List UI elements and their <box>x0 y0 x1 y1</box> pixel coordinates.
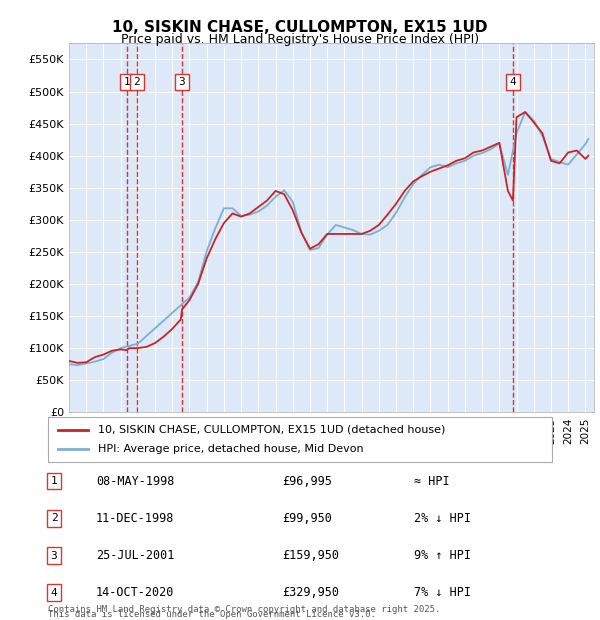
Text: 2: 2 <box>50 513 58 523</box>
Text: Contains HM Land Registry data © Crown copyright and database right 2025.: Contains HM Land Registry data © Crown c… <box>48 604 440 614</box>
Text: £96,995: £96,995 <box>282 475 332 487</box>
Text: 25-JUL-2001: 25-JUL-2001 <box>96 549 175 562</box>
Text: 7% ↓ HPI: 7% ↓ HPI <box>414 587 471 599</box>
Text: 2: 2 <box>133 77 140 87</box>
Text: 4: 4 <box>50 588 58 598</box>
Text: £329,950: £329,950 <box>282 587 339 599</box>
Text: ≈ HPI: ≈ HPI <box>414 475 449 487</box>
Text: 4: 4 <box>509 77 517 87</box>
Text: 08-MAY-1998: 08-MAY-1998 <box>96 475 175 487</box>
Text: 11-DEC-1998: 11-DEC-1998 <box>96 512 175 525</box>
Text: 1: 1 <box>50 476 58 486</box>
Text: Price paid vs. HM Land Registry's House Price Index (HPI): Price paid vs. HM Land Registry's House … <box>121 33 479 46</box>
Text: 3: 3 <box>50 551 58 560</box>
Text: 10, SISKIN CHASE, CULLOMPTON, EX15 1UD: 10, SISKIN CHASE, CULLOMPTON, EX15 1UD <box>112 20 488 35</box>
Text: HPI: Average price, detached house, Mid Devon: HPI: Average price, detached house, Mid … <box>98 445 364 454</box>
FancyBboxPatch shape <box>48 417 552 462</box>
Text: 2% ↓ HPI: 2% ↓ HPI <box>414 512 471 525</box>
Text: 3: 3 <box>179 77 185 87</box>
Text: 1: 1 <box>123 77 130 87</box>
Text: £159,950: £159,950 <box>282 549 339 562</box>
Text: 10, SISKIN CHASE, CULLOMPTON, EX15 1UD (detached house): 10, SISKIN CHASE, CULLOMPTON, EX15 1UD (… <box>98 425 446 435</box>
Text: 14-OCT-2020: 14-OCT-2020 <box>96 587 175 599</box>
Text: £99,950: £99,950 <box>282 512 332 525</box>
Text: This data is licensed under the Open Government Licence v3.0.: This data is licensed under the Open Gov… <box>48 610 376 619</box>
Text: 9% ↑ HPI: 9% ↑ HPI <box>414 549 471 562</box>
